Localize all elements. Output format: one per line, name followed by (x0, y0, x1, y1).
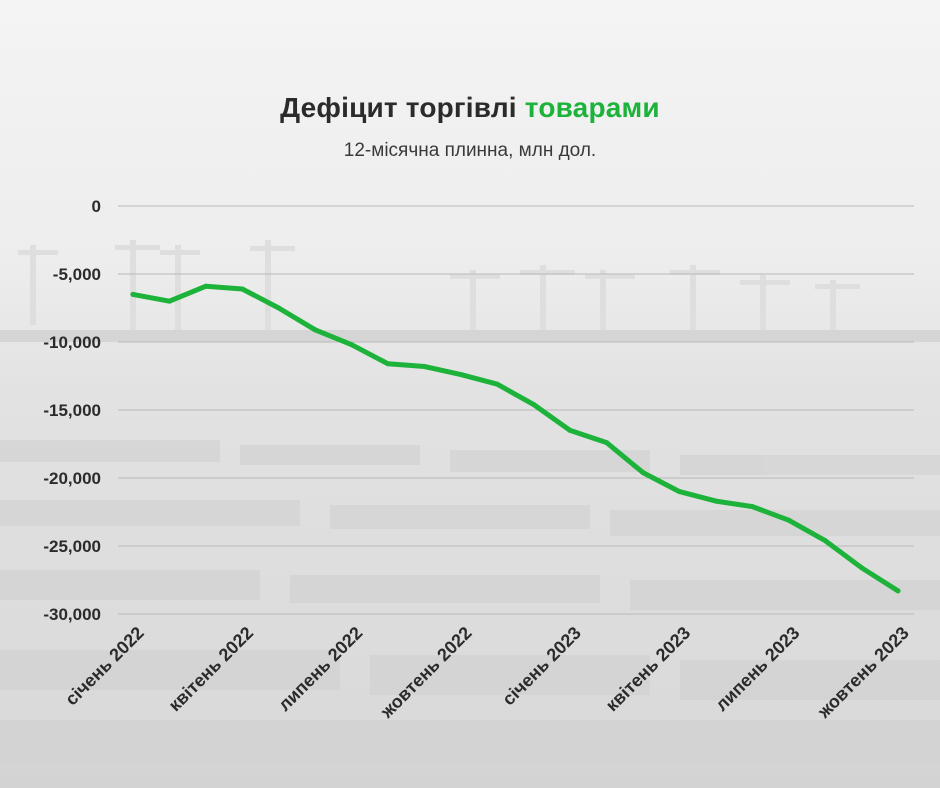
y-tick-label: -30,000 (43, 605, 101, 624)
data-point (786, 517, 792, 523)
data-point (713, 498, 719, 504)
y-tick-label: 0 (92, 197, 101, 216)
y-tick-label: -15,000 (43, 401, 101, 420)
grid-lines (118, 205, 914, 615)
chart-title: Дефіцит торгівлі товарами (0, 92, 940, 124)
data-point (421, 363, 427, 369)
y-tick-label: -5,000 (53, 265, 101, 284)
x-tick-label: липень 2022 (274, 623, 366, 715)
y-tick-label: -10,000 (43, 333, 101, 352)
data-point (166, 298, 172, 304)
y-axis-ticks: 0 -5,000 -10,000 -15,000 -20,000 -25,000 -30,0… (43, 197, 101, 624)
data-point (604, 440, 610, 446)
data-point (349, 342, 355, 348)
data-point (749, 504, 755, 510)
data-point (567, 427, 573, 433)
chart-subtitle: 12-місячна плинна, млн дол. (343, 140, 597, 161)
data-point (822, 538, 828, 544)
data-point (203, 283, 209, 289)
x-tick-label: січень 2023 (498, 623, 585, 710)
data-point (312, 327, 318, 333)
data-point (458, 372, 464, 378)
chart-title-accent: товарами (524, 92, 660, 123)
data-point (640, 470, 646, 476)
chart-title-main: Дефіцит торгівлі (280, 92, 517, 123)
series-line (130, 283, 901, 594)
series-group (130, 283, 901, 594)
data-point (676, 489, 682, 495)
data-point (494, 381, 500, 387)
data-point (859, 565, 865, 571)
x-tick-label: квітень 2023 (602, 623, 695, 716)
x-tick-label: жовтень 2022 (376, 623, 476, 723)
data-point (130, 291, 136, 297)
x-axis-ticks: січень 2022 квітень 2022 липень 2022 жовтен… (61, 623, 913, 723)
x-tick-label: липень 2023 (711, 623, 803, 715)
y-tick-label: -25,000 (43, 537, 101, 556)
y-tick-label: -20,000 (43, 469, 101, 488)
data-point (276, 305, 282, 311)
x-tick-label: квітень 2022 (165, 623, 258, 716)
x-tick-label: жовтень 2023 (813, 623, 913, 723)
x-tick-label: січень 2022 (61, 623, 148, 710)
data-point (385, 361, 391, 367)
data-point (239, 286, 245, 292)
data-point (895, 588, 901, 594)
data-point (531, 402, 537, 408)
